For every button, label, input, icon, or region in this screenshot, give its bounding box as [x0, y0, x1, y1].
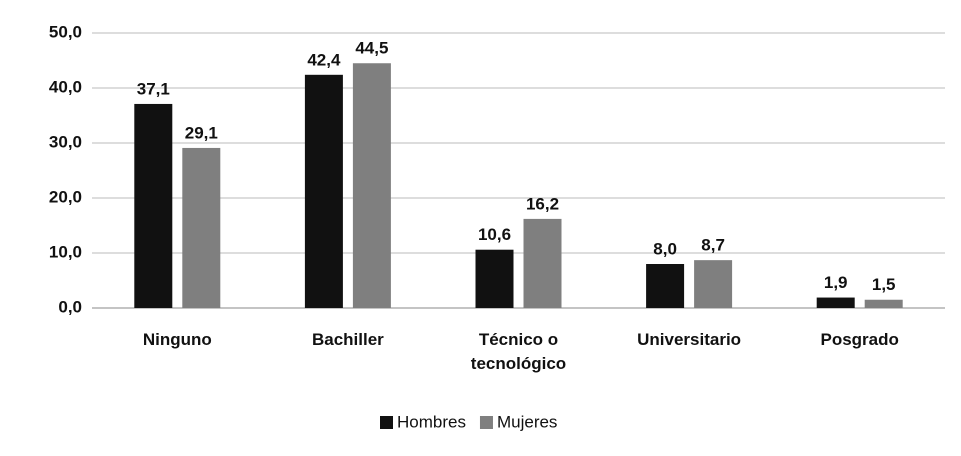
x-tick-label: Ninguno [142, 330, 212, 349]
bar [182, 147, 221, 308]
x-tick-label: Bachiller [311, 330, 384, 349]
data-label: 37,1 [137, 79, 170, 98]
legend-swatch [479, 416, 493, 429]
y-tick-label: 30,0 [49, 132, 82, 151]
bar [304, 74, 343, 308]
y-tick-label: 0,0 [58, 297, 82, 316]
bar [134, 103, 173, 308]
data-label: 10,6 [478, 225, 511, 244]
data-label: 8,7 [701, 236, 725, 255]
x-tick-label: Universitario [637, 330, 742, 349]
legend-label: Mujeres [497, 412, 557, 431]
data-label: 1,5 [872, 275, 896, 294]
bar [646, 264, 685, 308]
y-tick-label: 40,0 [49, 77, 82, 96]
data-label: 1,9 [824, 273, 848, 292]
data-label: 42,4 [307, 50, 341, 69]
x-tick-label: Posgrado [820, 330, 899, 349]
y-tick-label: 10,0 [49, 242, 82, 261]
data-label: 16,2 [526, 194, 559, 213]
bar [864, 299, 903, 308]
legend-swatch [380, 416, 393, 429]
bar [352, 63, 391, 308]
y-tick-label: 50,0 [49, 22, 82, 41]
y-tick-label: 20,0 [49, 187, 82, 206]
bar [475, 249, 514, 308]
bar [816, 297, 855, 308]
data-label: 44,5 [355, 39, 388, 58]
legend-label: Hombres [397, 412, 466, 431]
data-label: 29,1 [185, 123, 218, 142]
x-tick-label: Técnico o tecnológico [470, 330, 567, 373]
bar [523, 218, 562, 308]
data-label: 8,0 [653, 239, 677, 258]
bar [694, 260, 733, 308]
